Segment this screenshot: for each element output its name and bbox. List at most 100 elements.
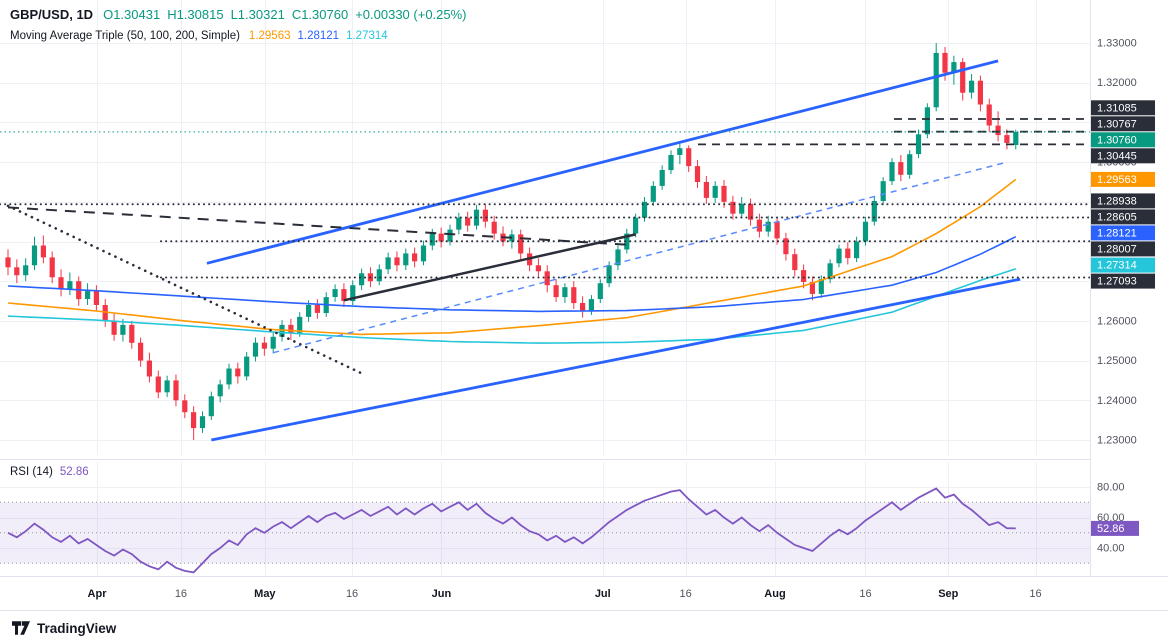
tradingview-watermark[interactable]: TradingView	[37, 620, 117, 636]
rsi-indicator-legend[interactable]: RSI (14) 52.86	[10, 466, 89, 478]
symbol-title[interactable]: GBP/USD, 1D	[10, 7, 94, 22]
candle-body	[571, 287, 577, 304]
candle-body	[491, 221, 497, 234]
candle-body	[562, 287, 568, 298]
price-tick-label: 1.32000	[1097, 77, 1137, 89]
candle-body	[297, 316, 303, 333]
symbol-legend[interactable]: GBP/USD, 1D O1.30431 H1.30815 L1.30321 C…	[10, 7, 467, 22]
candle-body	[14, 267, 20, 276]
candle-body	[182, 400, 188, 413]
ohlc-change: +0.00330 (+0.25%)	[355, 7, 467, 22]
candle-body	[518, 234, 524, 254]
candle-body	[924, 107, 930, 135]
candle-body	[624, 233, 630, 250]
candle-body	[553, 285, 559, 298]
candle-body	[969, 80, 975, 93]
candle-body	[155, 376, 161, 393]
dashed-blue-trendline	[273, 161, 1008, 354]
candle-body	[102, 305, 108, 321]
candle-body	[31, 245, 38, 266]
candle-body	[146, 360, 152, 377]
candle-body	[456, 217, 462, 230]
candle-body	[217, 384, 223, 397]
candle-body	[270, 336, 276, 349]
candle-body	[544, 271, 550, 286]
price-axis-badge-label: 1.28121	[1097, 227, 1137, 239]
price-axis-badge-label: 1.28605	[1097, 211, 1137, 223]
candle-body	[694, 166, 701, 182]
candle-body	[412, 253, 418, 262]
candle-body	[765, 221, 771, 232]
ma-indicator-legend[interactable]: Moving Average Triple (50, 100, 200, Sim…	[10, 30, 388, 42]
price-axis-badge	[1091, 209, 1155, 225]
candle-body	[85, 291, 91, 299]
price-axis-badge-label: 1.27314	[1097, 260, 1137, 272]
candle-body	[535, 265, 541, 272]
candle-body	[995, 125, 1001, 136]
candle-body	[907, 154, 913, 175]
candle-body	[871, 201, 877, 222]
candle-body	[915, 134, 922, 155]
candle-body	[986, 104, 992, 126]
candle-body	[854, 241, 860, 259]
price-tick-label: 1.23000	[1097, 435, 1137, 447]
plot-area	[0, 0, 1090, 576]
candle-body	[191, 412, 197, 429]
candle-body	[659, 170, 665, 186]
candle-body	[332, 289, 338, 297]
price-axis-badge	[1091, 225, 1155, 241]
candle-body	[306, 305, 312, 317]
candle-body	[641, 201, 648, 218]
candle-body	[801, 270, 807, 282]
price-axis-badge	[1091, 116, 1155, 132]
candle-body	[827, 263, 833, 280]
dotted-descending-line	[6, 204, 363, 375]
candle-body	[438, 233, 444, 242]
ma-line-50	[7, 178, 1017, 336]
candle-body	[465, 217, 471, 226]
ohlc-high: H1.30815	[167, 7, 224, 22]
dashed-descending-line	[7, 206, 627, 246]
price-axis-badge	[1091, 148, 1155, 164]
candle-body	[376, 269, 382, 282]
price-axis-badge	[1091, 132, 1155, 148]
price-axis-badge-label: 1.28938	[1097, 195, 1137, 207]
rsi-value: 52.86	[59, 466, 89, 478]
candle-body	[809, 282, 815, 294]
candle-body	[677, 148, 683, 155]
candle-body	[447, 229, 453, 242]
price-axis-badge	[1091, 100, 1155, 116]
tradingview-logo-icon[interactable]	[12, 621, 30, 635]
ma-indicator-name[interactable]: Moving Average Triple (50, 100, 200, Sim…	[10, 30, 240, 42]
time-tick-label: Jul	[595, 588, 611, 600]
candle-body	[836, 248, 842, 264]
candle-body	[173, 380, 179, 401]
rsi-indicator-name[interactable]: RSI (14)	[10, 466, 53, 478]
price-axis-badge-label: 1.30445	[1097, 150, 1137, 162]
ma200-value: 1.27314	[346, 30, 388, 42]
rsi-tick-label: 40.00	[1097, 543, 1125, 555]
price-tick-label: 1.33000	[1097, 38, 1137, 50]
candle-body	[403, 253, 409, 266]
candle-body	[942, 52, 948, 73]
price-axis-badge-label: 1.30767	[1097, 118, 1137, 130]
time-tick-label: Sep	[938, 588, 958, 600]
time-tick-label: Apr	[88, 588, 108, 600]
candle-body	[580, 303, 586, 311]
time-tick-label: 16	[175, 588, 187, 600]
time-axis[interactable]	[0, 576, 1168, 612]
candle-body	[933, 52, 939, 108]
time-tick-label: 16	[679, 588, 691, 600]
ohlc-close: C1.30760	[291, 7, 349, 22]
rsi-axis-badge	[1091, 520, 1139, 536]
candle-body	[845, 248, 851, 259]
candle-body	[712, 185, 718, 198]
chart-canvas[interactable]: 1.330001.320001.300001.260001.250001.240…	[0, 0, 1168, 612]
candle-body	[977, 80, 983, 105]
candle-body	[429, 233, 435, 246]
candle-body	[650, 185, 656, 202]
candle-body	[385, 257, 391, 270]
candle-body	[898, 162, 904, 175]
candle-body	[5, 257, 11, 268]
candle-body	[783, 238, 789, 255]
